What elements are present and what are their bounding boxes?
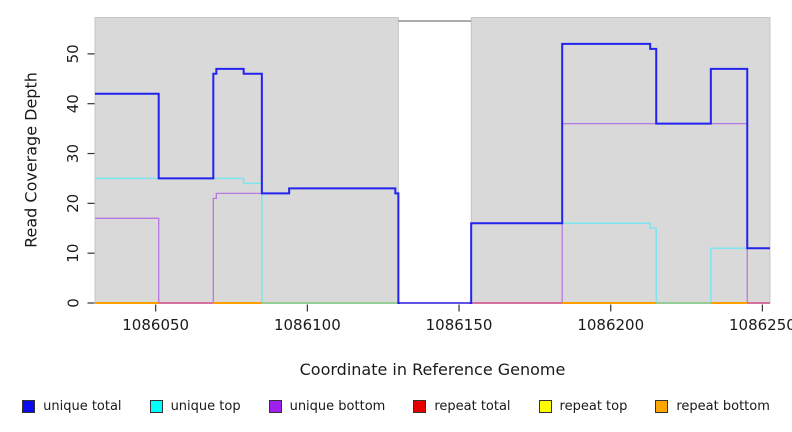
x-tick-label: 1086200 [577,316,644,334]
legend-item-repeat-bottom: repeat bottom [655,399,770,414]
legend-item-unique-total: unique total [22,399,122,414]
legend-swatch [268,400,282,413]
x-axis-title: Coordinate in Reference Genome [299,360,566,379]
y-tick-label: 30 [64,144,82,163]
plot-background-region [470,17,771,304]
x-tick-label: 1086250 [729,316,792,334]
y-tick-label: 10 [64,244,82,263]
x-tick-label: 1086050 [122,316,189,334]
y-tick-label: 20 [64,194,82,213]
x-tick-label: 1086150 [426,316,493,334]
legend: unique total unique top unique bottom repea… [0,399,792,414]
y-tick-label: 50 [64,44,82,63]
legend-item-unique-bottom: unique bottom [268,399,386,414]
y-axis-title: Read Coverage Depth [21,72,41,248]
legend-swatch [413,400,427,413]
legend-label: unique top [170,399,241,414]
legend-label: repeat bottom [676,399,770,414]
y-tick-label: 40 [64,94,82,113]
legend-swatch [538,400,552,413]
legend-item-unique-top: unique top [149,399,241,414]
legend-label: unique total [43,399,122,414]
legend-swatch [149,400,163,413]
y-tick-label: 0 [64,298,82,308]
legend-label: repeat total [434,399,511,414]
legend-item-repeat-top: repeat top [538,399,628,414]
series-line-unique-total [95,42,770,304]
x-tick-label: 1086100 [274,316,341,334]
legend-item-repeat-total: repeat total [413,399,511,414]
legend-label: unique bottom [289,399,386,414]
legend-swatch [22,400,36,413]
legend-swatch [655,400,669,413]
plot-background-region [94,17,399,304]
legend-label: repeat top [559,399,628,414]
